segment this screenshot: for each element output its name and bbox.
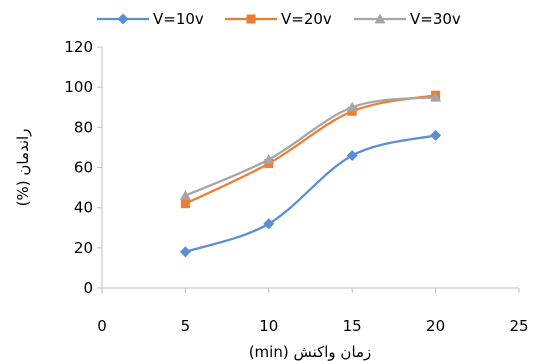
data-point: [263, 218, 275, 230]
x-tick-label: 20: [426, 317, 445, 335]
x-tick-label: 25: [509, 317, 528, 335]
data-point: [430, 129, 442, 141]
y-tick-label: 0: [83, 279, 93, 297]
data-point: [179, 246, 191, 258]
data-point: [346, 101, 358, 112]
data-point: [180, 199, 190, 209]
legend-item: V=30v: [354, 10, 461, 28]
legend-label: V=30v: [410, 10, 461, 28]
series-line: [184, 94, 436, 205]
series-line: [185, 134, 436, 253]
legend-label: V=20v: [281, 10, 332, 28]
x-axis-title: زمان واکنش (min): [249, 343, 372, 361]
x-tick-label: 5: [181, 317, 191, 335]
y-tick-label: 60: [74, 159, 93, 177]
legend-marker: [246, 14, 256, 24]
plot-area: [179, 90, 442, 258]
series-line: [184, 96, 436, 197]
y-tick-label: 20: [74, 239, 93, 257]
legend-item: V=20v: [225, 10, 332, 28]
y-tick-label: 40: [74, 199, 93, 217]
x-tick-label: 15: [343, 317, 362, 335]
data-point: [179, 190, 191, 201]
x-tick-label: 10: [259, 317, 278, 335]
legend: V=10v V=20v V=30v: [97, 10, 461, 28]
x-tick-label: 0: [97, 317, 107, 335]
legend-item: V=10v: [97, 10, 204, 28]
data-point: [263, 153, 275, 164]
y-tick-label: 120: [64, 38, 93, 56]
data-point: [346, 149, 358, 161]
y-axis-title: راندمان (%): [14, 129, 32, 207]
data-point: [430, 91, 442, 102]
legend-label: V=10v: [153, 10, 204, 28]
x-axis-ticks: 0 5 10 15 20 25: [97, 288, 529, 335]
legend-marker: [374, 13, 386, 24]
legend-marker: [117, 13, 129, 25]
series-1: [179, 129, 442, 258]
y-axis-ticks: 0 20 40 60 80 100 120: [64, 38, 102, 297]
y-tick-label: 100: [64, 78, 93, 96]
series-3: [179, 91, 442, 201]
y-tick-label: 80: [74, 118, 93, 136]
